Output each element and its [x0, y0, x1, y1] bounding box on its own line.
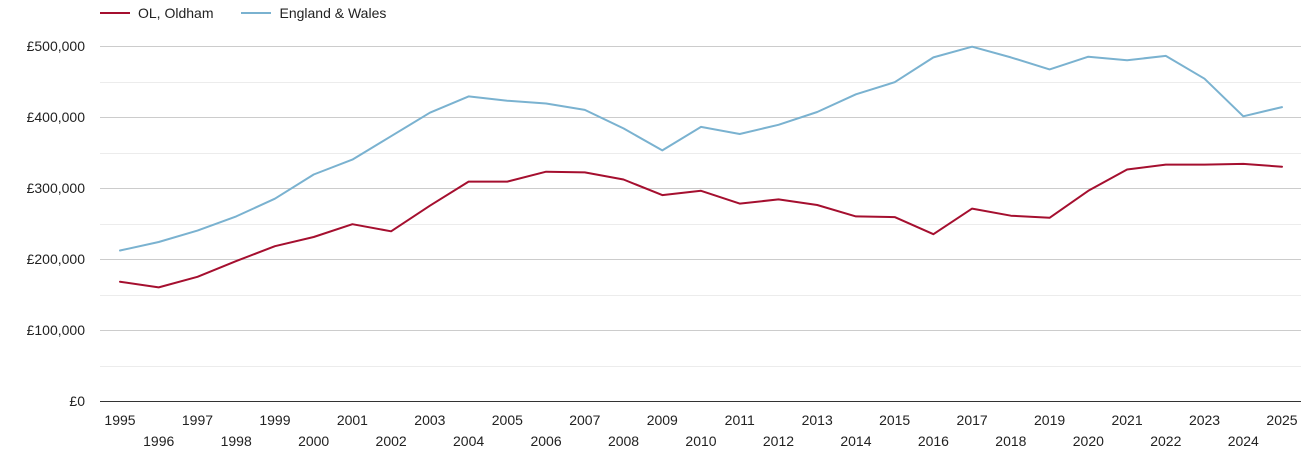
x-tick-label: 2012 [763, 433, 794, 449]
legend-swatch-oldham [100, 12, 130, 14]
y-tick-label: £100,000 [27, 322, 86, 338]
x-tick-label: 2011 [725, 412, 755, 428]
x-tick-label: 2005 [492, 412, 523, 428]
legend-item-oldham: OL, Oldham [100, 5, 213, 21]
y-tick-label: £300,000 [27, 180, 86, 196]
x-tick-label: 2024 [1228, 433, 1259, 449]
x-tick-label: 1999 [259, 412, 290, 428]
x-tick-label: 2013 [802, 412, 833, 428]
x-tick-label: 1995 [104, 412, 135, 428]
x-tick-label: 2007 [569, 412, 600, 428]
x-tick-label: 2014 [840, 433, 871, 449]
y-tick-label: £200,000 [27, 251, 86, 267]
x-tick-label: 2023 [1189, 412, 1220, 428]
x-tick-label: 2017 [957, 412, 988, 428]
x-tick-label: 2004 [453, 433, 484, 449]
x-tick-label: 2019 [1034, 412, 1065, 428]
legend-item-england-wales: England & Wales [241, 5, 386, 21]
x-tick-label: 2025 [1266, 412, 1297, 428]
series-line-england-wales [119, 45, 1283, 252]
x-tick-label: 2003 [414, 412, 445, 428]
y-axis-labels: £0 £100,000 £200,000 £300,000 £400,000 £500,0… [27, 38, 86, 409]
series-line-ol-oldham [119, 162, 1283, 289]
x-tick-label: 2002 [376, 433, 407, 449]
x-tick-label: 1998 [221, 433, 252, 449]
x-tick-label: 2009 [647, 412, 678, 428]
x-tick-label: 2021 [1111, 412, 1142, 428]
x-tick-label: 2022 [1150, 433, 1181, 449]
x-axis-labels: 1995 1996 1997 1998 1999 2000 2001 2002 2003 2004… [104, 412, 1297, 449]
y-tick-label: £500,000 [27, 38, 86, 54]
series-layer [119, 45, 1283, 289]
legend-swatch-england-wales [241, 12, 272, 14]
x-tick-label: 2008 [608, 433, 639, 449]
x-tick-label: 2018 [995, 433, 1026, 449]
x-tick-label: 2020 [1073, 433, 1104, 449]
x-tick-label: 1997 [182, 412, 213, 428]
x-tick-label: 2010 [685, 433, 716, 449]
x-tick-label: 2001 [337, 412, 368, 428]
legend-label-oldham: OL, Oldham [138, 5, 214, 21]
x-tick-label: 2000 [298, 433, 329, 449]
x-tick-label: 2016 [918, 433, 949, 449]
legend-label-england-wales: England & Wales [279, 5, 387, 21]
legend: OL, Oldham England & Wales [100, 4, 414, 22]
y-tick-label: £0 [69, 393, 85, 409]
x-tick-label: 2006 [530, 433, 561, 449]
y-tick-label: £400,000 [27, 109, 86, 125]
x-tick-label: 1996 [143, 433, 174, 449]
x-tick-label: 2015 [879, 412, 910, 428]
grid-layer [100, 46, 1301, 402]
